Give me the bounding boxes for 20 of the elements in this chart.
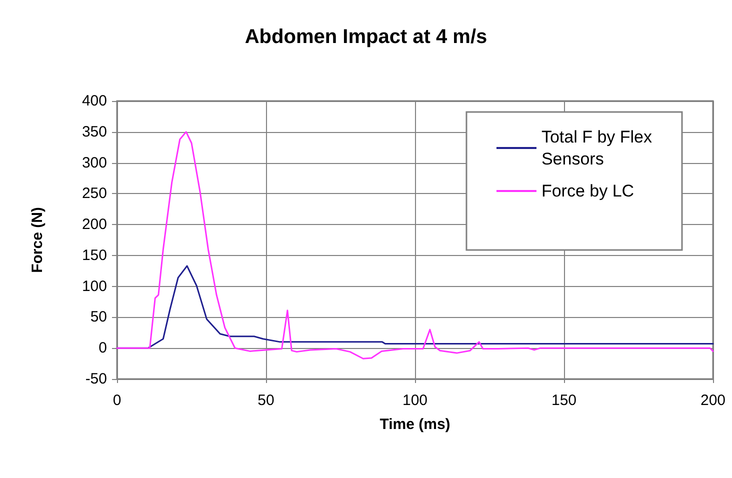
y-tick-label: 400 [82, 92, 107, 110]
y-tick-label: -50 [85, 370, 107, 388]
y-tick-label: 0 [98, 340, 107, 357]
x-tick-label: 50 [258, 392, 274, 409]
y-tick-label: 150 [82, 246, 107, 264]
chart-title: Abdomen Impact at 4 m/s [244, 26, 488, 48]
y-tick-label: 300 [82, 154, 107, 172]
x-tick-label: 200 [700, 392, 726, 409]
y-tick-label: 350 [82, 123, 107, 140]
y-axis-title: Force (N) [29, 207, 46, 273]
x-tick-label: 100 [402, 392, 428, 409]
x-axis-title: Time (ms) [380, 416, 450, 433]
x-tick-label: 0 [112, 392, 122, 409]
legend-label: Force by LC [541, 182, 634, 200]
y-tick-label: 250 [82, 185, 107, 202]
legend-label: Total F by Flex Sensors [541, 128, 652, 168]
x-tick-label: 150 [551, 392, 577, 409]
y-tick-label: 100 [82, 278, 107, 295]
y-tick-label: 50 [90, 308, 107, 326]
y-tick-label: 200 [82, 216, 107, 234]
